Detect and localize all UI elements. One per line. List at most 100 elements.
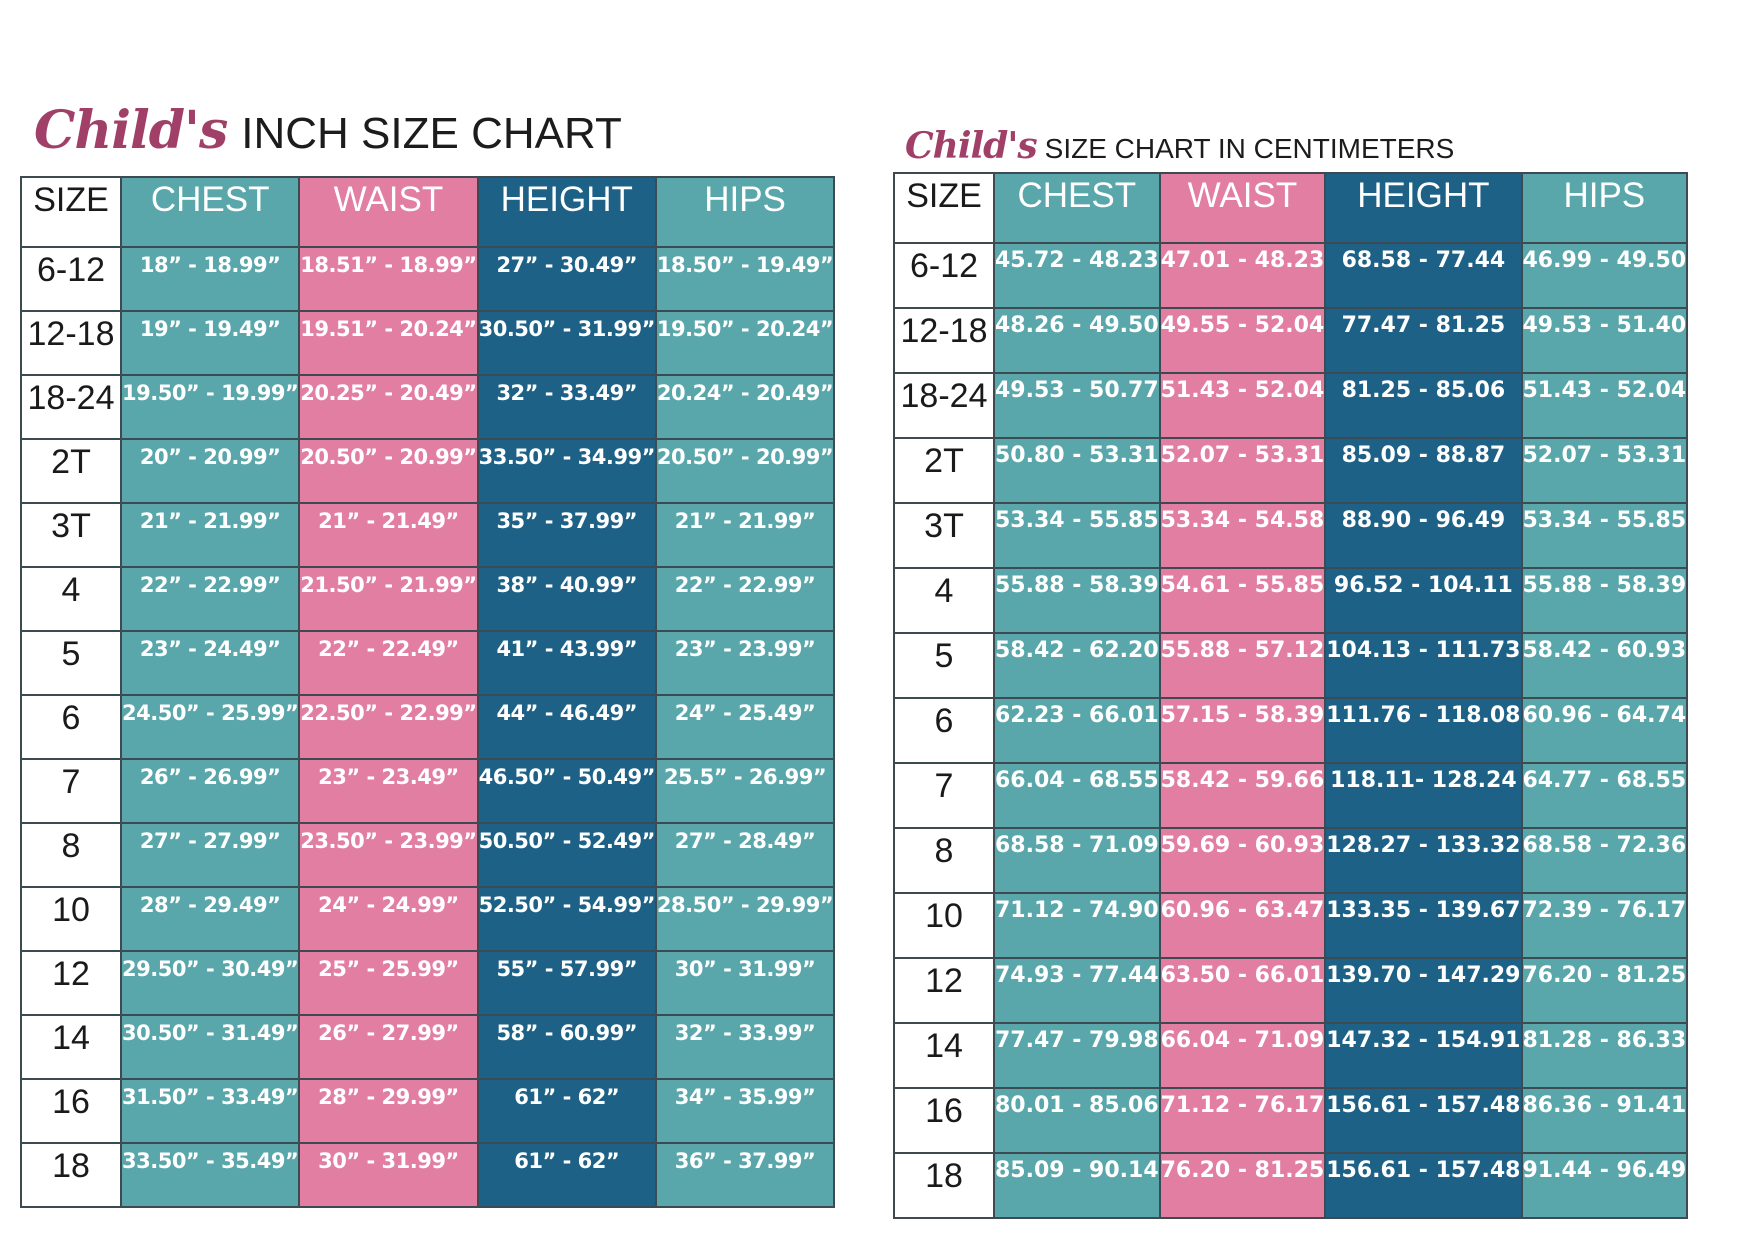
cm-cell-chest: 62.23 - 66.01 bbox=[993, 697, 1161, 764]
cm-cell-height: 96.52 - 104.11 bbox=[1324, 567, 1523, 634]
cm-cell-chest: 74.93 - 77.44 bbox=[993, 957, 1161, 1024]
cm-cell-chest: 66.04 - 68.55 bbox=[993, 762, 1161, 829]
inch-cell-hips: 20.24” - 20.49” bbox=[654, 374, 836, 440]
inch-cell-chest: 30.50” - 31.49” bbox=[119, 1014, 301, 1080]
table-row: 3T 21” - 21.99” 21” - 21.49” 35” - 37.99” 21… bbox=[20, 502, 836, 568]
inch-cell-hips: 34” - 35.99” bbox=[654, 1078, 836, 1144]
table-row: 6 62.23 - 66.01 57.15 - 58.39 111.76 - 118.… bbox=[893, 697, 1689, 764]
cm-cell-waist: 57.15 - 58.39 bbox=[1158, 697, 1327, 764]
cm-cell-hips: 64.77 - 68.55 bbox=[1520, 762, 1689, 829]
cm-cell-size: 14 bbox=[893, 1022, 995, 1089]
inch-cell-height: 44” - 46.49” bbox=[476, 694, 657, 760]
inch-header-chest: CHEST bbox=[119, 176, 301, 248]
inch-cell-size: 16 bbox=[20, 1078, 122, 1144]
inch-cell-waist: 22.50” - 22.99” bbox=[298, 694, 479, 760]
inch-cell-size: 6 bbox=[20, 694, 122, 760]
inch-cell-hips: 27” - 28.49” bbox=[654, 822, 836, 888]
table-row: 12 74.93 - 77.44 63.50 - 66.01 139.70 - 147… bbox=[893, 957, 1689, 1024]
cm-cell-chest: 45.72 - 48.23 bbox=[993, 242, 1161, 309]
inch-chart-title: Child's INCH SIZE CHART bbox=[34, 100, 622, 161]
inch-cell-height: 46.50” - 50.49” bbox=[476, 758, 657, 824]
inch-cell-waist: 26” - 27.99” bbox=[298, 1014, 479, 1080]
table-row: 6-12 18” - 18.99” 18.51” - 18.99” 27” - 30.… bbox=[20, 246, 836, 312]
inch-cell-hips: 20.50” - 20.99” bbox=[654, 438, 836, 504]
inch-cell-height: 32” - 33.49” bbox=[476, 374, 657, 440]
cm-cell-height: 104.13 - 111.73 bbox=[1324, 632, 1523, 699]
cm-cell-waist: 49.55 - 52.04 bbox=[1158, 307, 1327, 374]
cm-cell-height: 81.25 - 85.06 bbox=[1324, 372, 1523, 439]
cm-cell-size: 12-18 bbox=[893, 307, 995, 374]
inch-cell-chest: 23” - 24.49” bbox=[119, 630, 301, 696]
inch-cell-chest: 33.50” - 35.49” bbox=[119, 1142, 301, 1208]
inch-cell-size: 18 bbox=[20, 1142, 122, 1208]
inch-cell-chest: 28” - 29.49” bbox=[119, 886, 301, 952]
cm-cell-height: 77.47 - 81.25 bbox=[1324, 307, 1523, 374]
inch-cell-size: 10 bbox=[20, 886, 122, 952]
cm-cell-waist: 71.12 - 76.17 bbox=[1158, 1087, 1327, 1154]
inch-cell-size: 18-24 bbox=[20, 374, 122, 440]
cm-cell-waist: 76.20 - 81.25 bbox=[1158, 1152, 1327, 1219]
inch-cell-chest: 26” - 26.99” bbox=[119, 758, 301, 824]
inch-cell-size: 14 bbox=[20, 1014, 122, 1080]
cm-cell-size: 5 bbox=[893, 632, 995, 699]
table-row: 12 29.50” - 30.49” 25” - 25.99” 55” - 57.99… bbox=[20, 950, 836, 1016]
inch-cell-height: 50.50” - 52.49” bbox=[476, 822, 657, 888]
cm-cell-hips: 53.34 - 55.85 bbox=[1520, 502, 1689, 569]
inch-cell-chest: 19.50” - 19.99” bbox=[119, 374, 301, 440]
inch-cell-hips: 28.50” - 29.99” bbox=[654, 886, 836, 952]
inch-cell-waist: 20.25” - 20.49” bbox=[298, 374, 479, 440]
cm-cell-size: 3T bbox=[893, 502, 995, 569]
inch-cell-height: 41” - 43.99” bbox=[476, 630, 657, 696]
cm-cell-hips: 55.88 - 58.39 bbox=[1520, 567, 1689, 634]
table-row: 10 71.12 - 74.90 60.96 - 63.47 133.35 - 139… bbox=[893, 892, 1689, 959]
inch-cell-chest: 31.50” - 33.49” bbox=[119, 1078, 301, 1144]
cm-cell-chest: 71.12 - 74.90 bbox=[993, 892, 1161, 959]
inch-cell-size: 12-18 bbox=[20, 310, 122, 376]
inch-cell-height: 27” - 30.49” bbox=[476, 246, 657, 312]
table-row: 18 85.09 - 90.14 76.20 - 81.25 156.61 - 157… bbox=[893, 1152, 1689, 1219]
table-row: 16 80.01 - 85.06 71.12 - 76.17 156.61 - 157… bbox=[893, 1087, 1689, 1154]
inch-cell-waist: 21” - 21.49” bbox=[298, 502, 479, 568]
inch-cell-size: 5 bbox=[20, 630, 122, 696]
inch-chart-title-script: Child's bbox=[34, 100, 228, 161]
cm-cell-size: 12 bbox=[893, 957, 995, 1024]
inch-cell-waist: 18.51” - 18.99” bbox=[298, 246, 479, 312]
inch-cell-chest: 18” - 18.99” bbox=[119, 246, 301, 312]
cm-cell-hips: 76.20 - 81.25 bbox=[1520, 957, 1689, 1024]
cm-cell-size: 8 bbox=[893, 827, 995, 894]
table-row: 8 68.58 - 71.09 59.69 - 60.93 128.27 - 133.… bbox=[893, 827, 1689, 894]
inch-cell-chest: 29.50” - 30.49” bbox=[119, 950, 301, 1016]
inch-cell-hips: 32” - 33.99” bbox=[654, 1014, 836, 1080]
cm-cell-hips: 72.39 - 76.17 bbox=[1520, 892, 1689, 959]
inch-cell-height: 35” - 37.99” bbox=[476, 502, 657, 568]
cm-cell-waist: 58.42 - 59.66 bbox=[1158, 762, 1327, 829]
cm-cell-height: 133.35 - 139.67 bbox=[1324, 892, 1523, 959]
inch-cell-height: 38” - 40.99” bbox=[476, 566, 657, 632]
cm-cell-height: 85.09 - 88.87 bbox=[1324, 437, 1523, 504]
inch-cell-hips: 25.5” - 26.99” bbox=[654, 758, 836, 824]
table-row: 12-18 48.26 - 49.50 49.55 - 52.04 77.47 - 8… bbox=[893, 307, 1689, 374]
cm-cell-waist: 51.43 - 52.04 bbox=[1158, 372, 1327, 439]
inch-cell-waist: 25” - 25.99” bbox=[298, 950, 479, 1016]
cm-cell-chest: 85.09 - 90.14 bbox=[993, 1152, 1161, 1219]
cm-cell-chest: 80.01 - 85.06 bbox=[993, 1087, 1161, 1154]
cm-cell-waist: 54.61 - 55.85 bbox=[1158, 567, 1327, 634]
cm-cell-hips: 46.99 - 49.50 bbox=[1520, 242, 1689, 309]
inch-size-table: SIZE CHEST WAIST HEIGHT HIPS 6-12 18” - 18.99… bbox=[20, 176, 836, 1208]
table-row: 5 23” - 24.49” 22” - 22.49” 41” - 43.99” 23”… bbox=[20, 630, 836, 696]
cm-cell-size: 7 bbox=[893, 762, 995, 829]
cm-header-waist: WAIST bbox=[1158, 172, 1327, 244]
cm-cell-size: 16 bbox=[893, 1087, 995, 1154]
inch-cell-height: 61” - 62” bbox=[476, 1078, 657, 1144]
inch-cell-height: 61” - 62” bbox=[476, 1142, 657, 1208]
table-row: 18 33.50” - 35.49” 30” - 31.99” 61” - 62” 36… bbox=[20, 1142, 836, 1208]
table-row: 3T 53.34 - 55.85 53.34 - 54.58 88.90 - 96.4… bbox=[893, 502, 1689, 569]
cm-cell-height: 139.70 - 147.29 bbox=[1324, 957, 1523, 1024]
inch-cell-hips: 18.50” - 19.49” bbox=[654, 246, 836, 312]
inch-cell-hips: 21” - 21.99” bbox=[654, 502, 836, 568]
inch-cell-chest: 27” - 27.99” bbox=[119, 822, 301, 888]
cm-cell-chest: 58.42 - 62.20 bbox=[993, 632, 1161, 699]
inch-cell-height: 55” - 57.99” bbox=[476, 950, 657, 1016]
inch-cell-hips: 30” - 31.99” bbox=[654, 950, 836, 1016]
inch-header-size: SIZE bbox=[20, 176, 122, 248]
